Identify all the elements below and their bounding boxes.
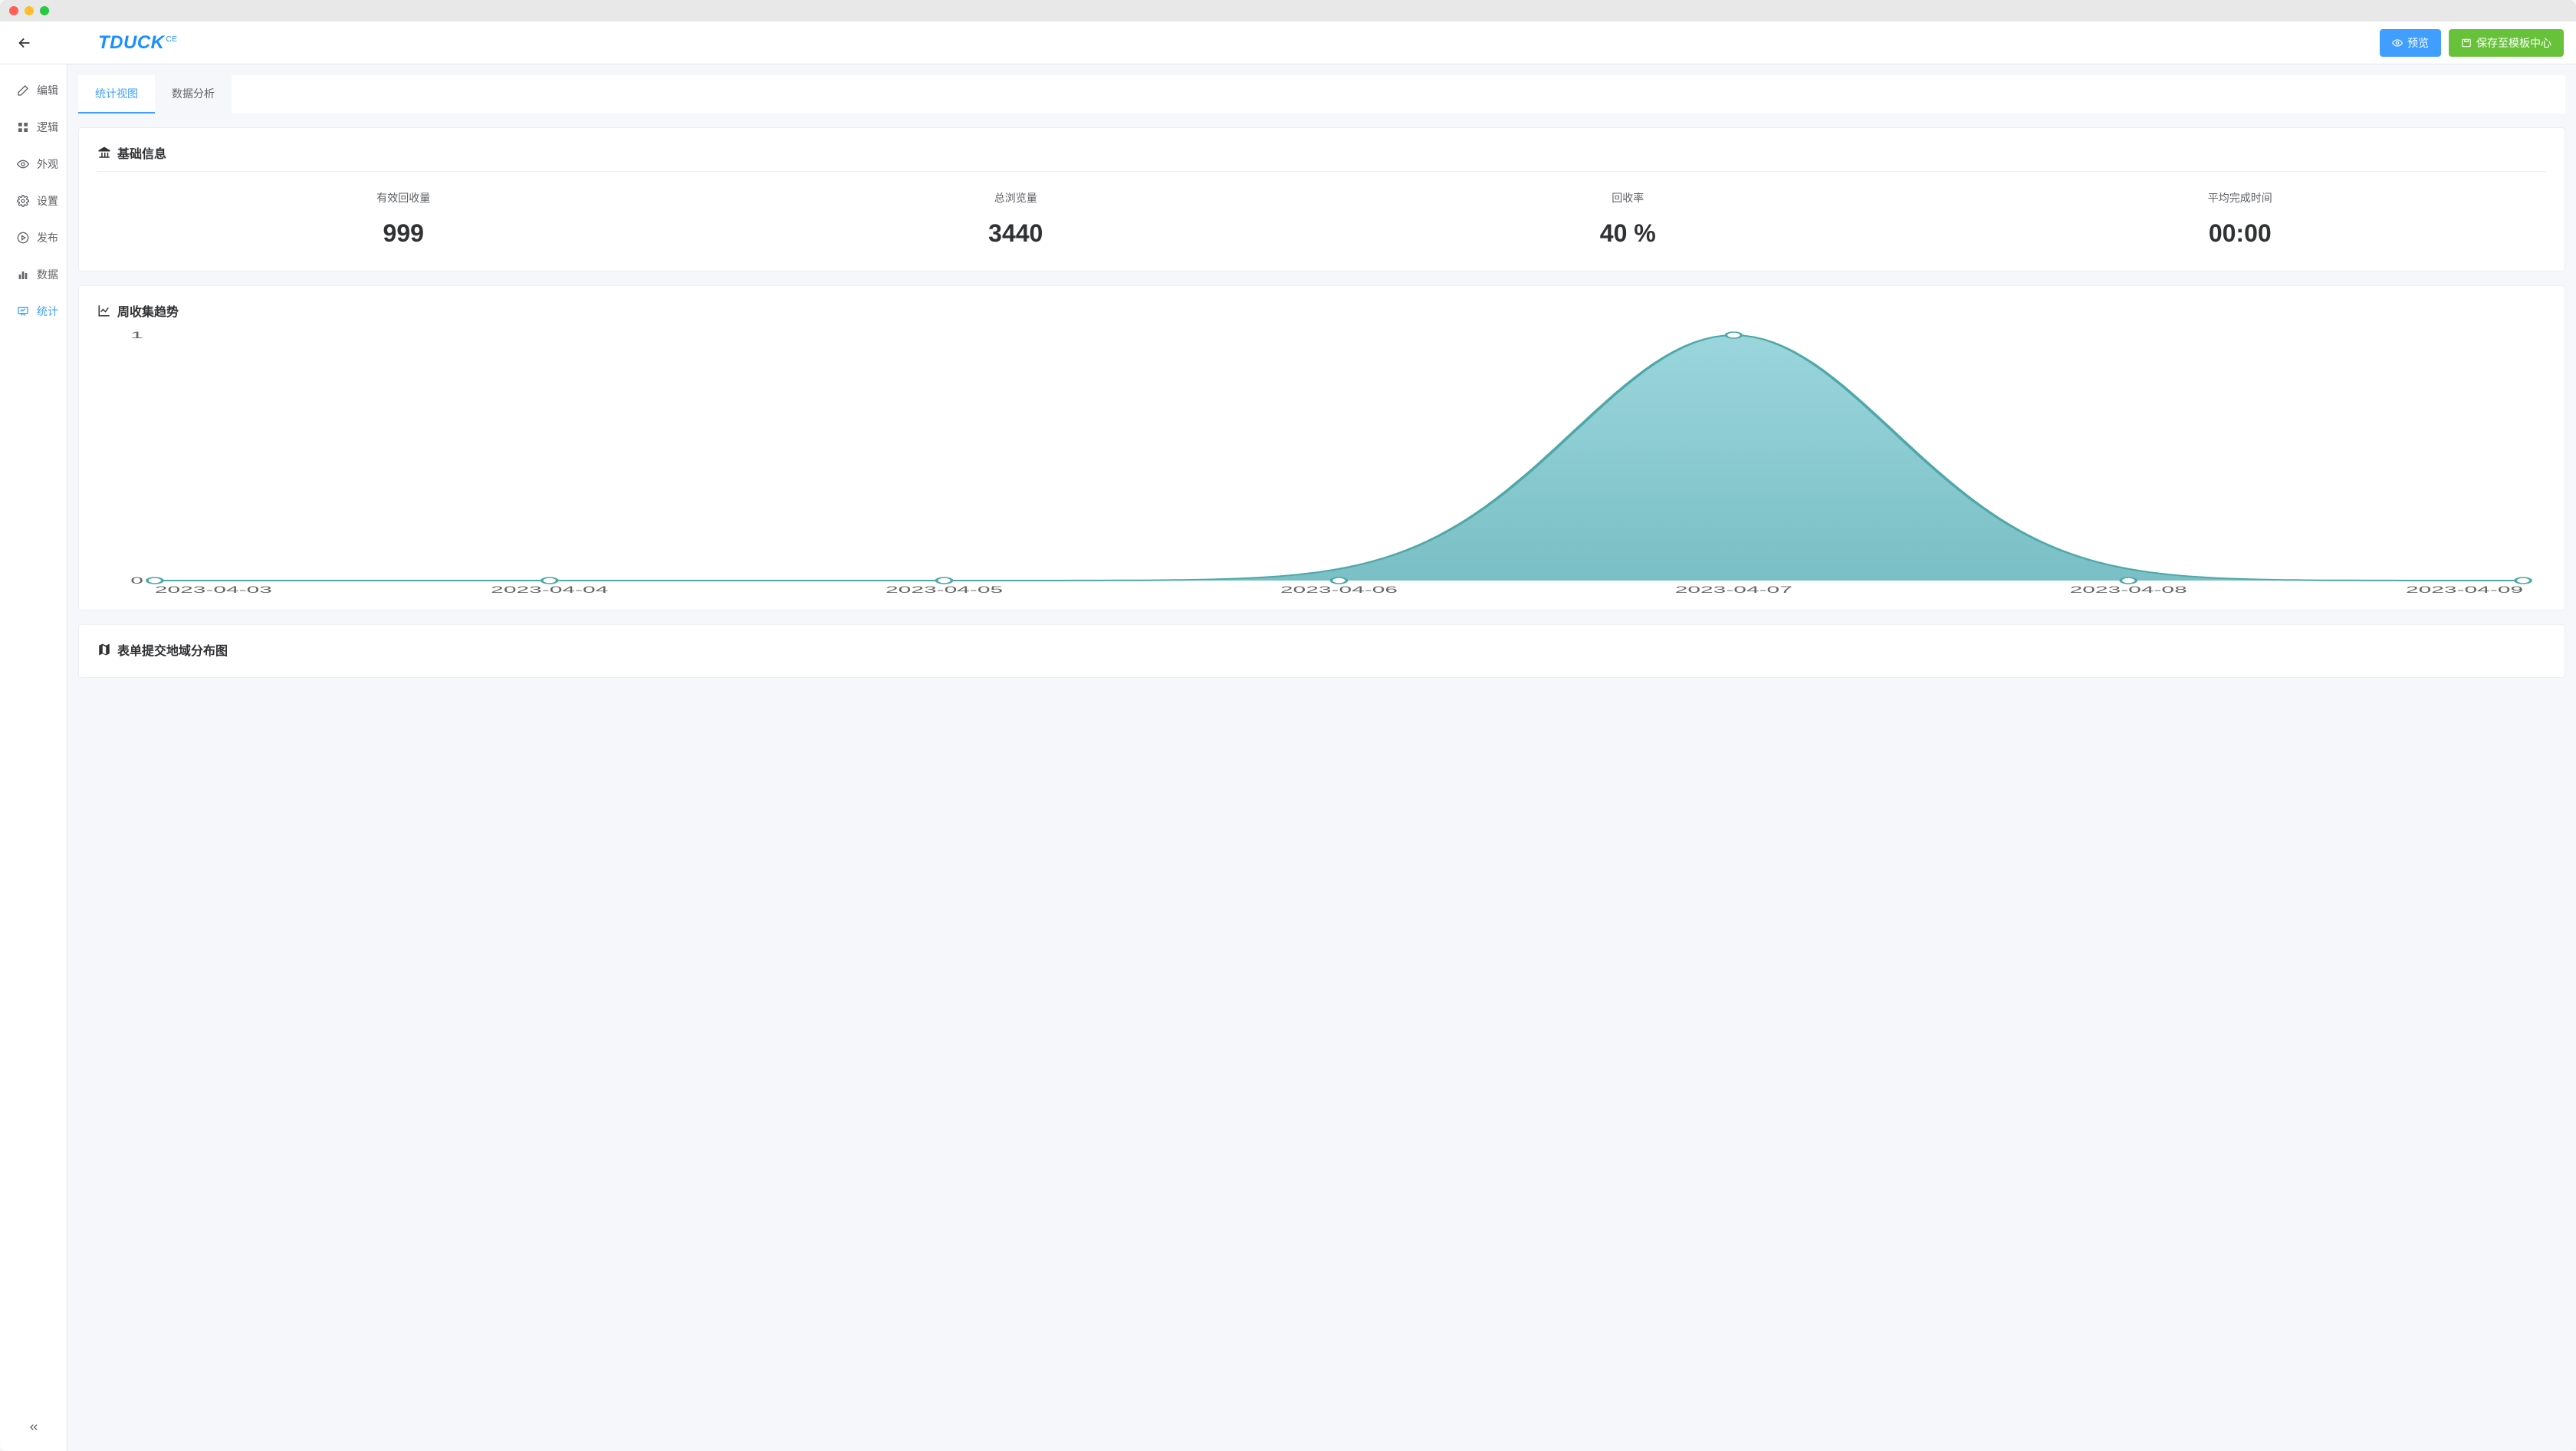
stat-value: 00:00 [1934,219,2547,248]
stat-item: 有效回收量 999 [97,190,710,248]
svg-text:2023-04-06: 2023-04-06 [1280,584,1398,595]
region-map-card: 表单提交地域分布图 [78,624,2565,678]
sidebar-item-appear[interactable]: 外观 [0,146,67,183]
window-minimize-button[interactable] [25,6,34,15]
stat-value: 999 [97,219,710,248]
stat-item: 总浏览量 3440 [710,190,1322,248]
window-close-button[interactable] [9,6,18,15]
stat-value: 3440 [710,219,1322,248]
brand-name: TDUCK [98,32,165,53]
save-template-button-label: 保存至模板中心 [2476,35,2551,51]
bar-chart-icon [17,268,29,281]
stat-label: 有效回收量 [97,190,710,206]
presentation-icon [17,305,29,318]
stat-label: 总浏览量 [710,190,1322,206]
svg-text:1: 1 [130,330,143,341]
sidebar-item-label: 数据 [37,267,58,282]
window-maximize-button[interactable] [40,6,49,15]
sidebar-item-edit[interactable]: 编辑 [0,72,67,109]
chevron-double-left-icon [28,1421,40,1433]
back-button[interactable] [12,31,37,55]
sidebar-item-label: 设置 [37,193,58,209]
gear-icon [17,195,29,207]
topbar: TDUCKCE 预览 保存至模板中心 [0,21,2576,64]
app-window: TDUCKCE 预览 保存至模板中心 编辑逻辑外观设置发布数据统计 统计视图数据… [0,0,2576,1451]
sidebar-item-stats[interactable]: 统计 [0,293,67,330]
basic-info-card: 基础信息 有效回收量 999总浏览量 3440回收率 40 %平均完成时间 00:00 [78,127,2565,271]
save-template-button[interactable]: 保存至模板中心 [2449,29,2564,57]
preview-button[interactable]: 预览 [2380,29,2441,57]
sidebar-item-publish[interactable]: 发布 [0,219,67,256]
stat-label: 平均完成时间 [1934,190,2547,206]
sidebar-collapse-button[interactable] [28,1421,40,1437]
svg-text:2023-04-08: 2023-04-08 [2070,584,2187,595]
sidebar: 编辑逻辑外观设置发布数据统计 [0,64,67,1451]
stat-label: 回收率 [1322,190,1934,206]
arrow-left-icon [16,35,33,51]
brand-logo[interactable]: TDUCKCE [98,32,177,54]
map-icon [97,643,111,656]
svg-text:0: 0 [130,575,143,586]
stat-value: 40 % [1322,219,1934,248]
sidebar-item-label: 编辑 [37,83,58,98]
svg-text:2023-04-04: 2023-04-04 [491,584,609,595]
svg-text:2023-04-03: 2023-04-03 [155,584,272,595]
trend-chart-title: 周收集趋势 [117,301,179,320]
titlebar [0,0,2576,21]
sidebar-item-label: 发布 [37,230,58,245]
bank-icon [97,146,111,160]
sidebar-item-logic[interactable]: 逻辑 [0,109,67,146]
main-content: 统计视图数据分析 基础信息 有效回收量 999总浏览量 3440回收率 40 %平均完… [67,64,2576,1451]
svg-text:2023-04-07: 2023-04-07 [1675,584,1792,595]
trend-chart: 0 1 2023-04-03 2023-04-04 2023-04-05 2023-04-… [97,327,2546,604]
sidebar-item-label: 外观 [37,156,58,172]
brand-suffix: CE [166,35,178,44]
play-circle-icon [17,232,29,244]
sidebar-item-label: 统计 [37,304,58,319]
svg-text:2023-04-09: 2023-04-09 [2406,584,2523,595]
tab-view[interactable]: 统计视图 [78,75,155,114]
chart-line-icon [97,304,111,318]
tab-analysis[interactable]: 数据分析 [155,75,232,114]
trend-chart-card: 周收集趋势 0 1 2023-04-03 2023-04-04 2023-04-05 20… [78,285,2565,610]
eye-icon [2392,38,2403,48]
sidebar-item-label: 逻辑 [37,120,58,135]
stat-item: 平均完成时间 00:00 [1934,190,2547,248]
svg-text:2023-04-05: 2023-04-05 [886,584,1003,595]
sidebar-item-data[interactable]: 数据 [0,256,67,293]
grid-icon [17,121,29,133]
sidebar-item-setting[interactable]: 设置 [0,183,67,219]
region-map-title: 表单提交地域分布图 [117,640,228,659]
preview-button-label: 预览 [2407,35,2429,51]
content-tabs: 统计视图数据分析 [78,75,2565,114]
basic-info-title: 基础信息 [117,143,166,162]
pencil-icon [17,84,29,97]
eye-icon [17,158,29,170]
save-icon [2461,38,2472,48]
stat-item: 回收率 40 % [1322,190,1934,248]
